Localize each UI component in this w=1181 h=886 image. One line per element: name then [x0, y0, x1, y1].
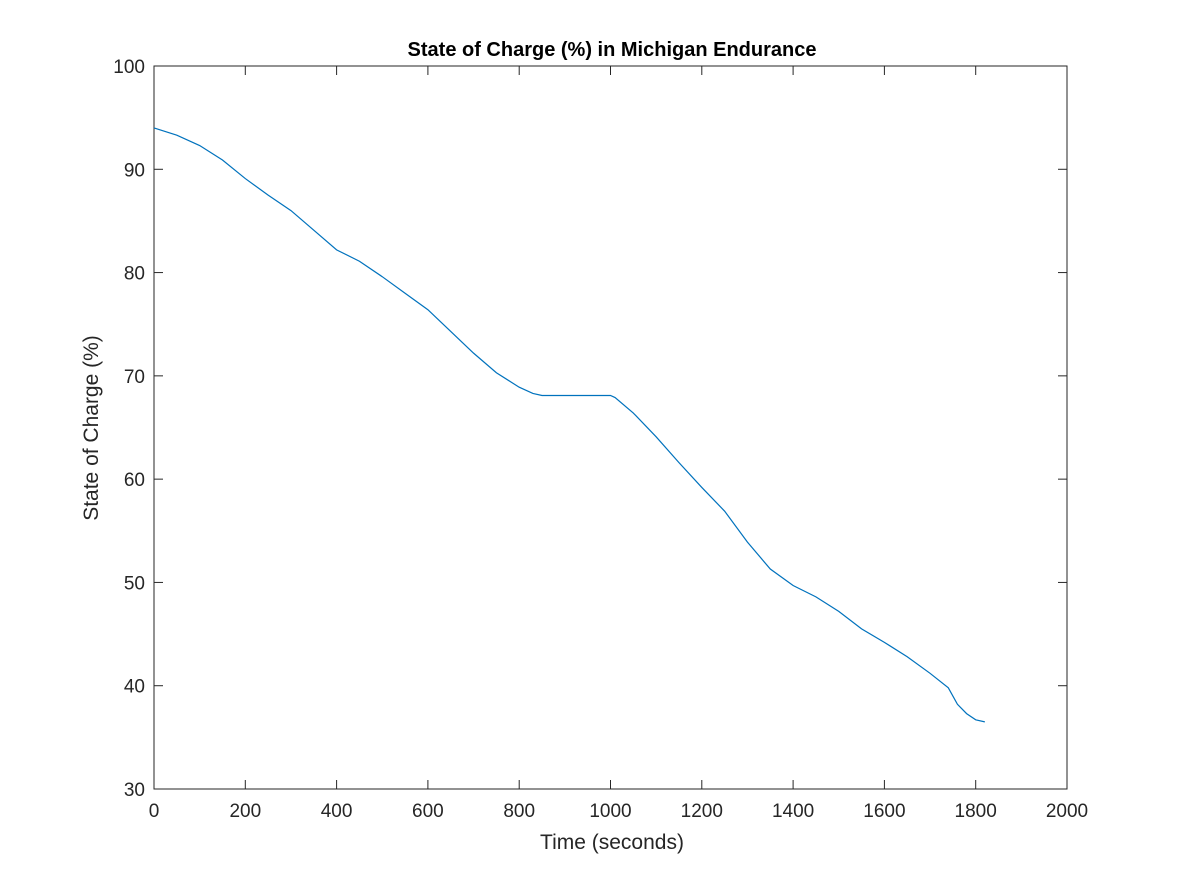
plot-area	[153, 65, 1068, 790]
soc-series-line	[153, 127, 985, 723]
x-tick-label: 0	[149, 801, 160, 822]
y-tick-label: 80	[124, 264, 145, 285]
y-axis-label: State of Charge (%)	[80, 335, 103, 521]
x-tick-label: 200	[229, 801, 261, 822]
x-tick-label: 1000	[589, 801, 631, 822]
y-tick-label: 30	[124, 780, 145, 801]
axes-box	[153, 65, 1068, 790]
y-tick-label: 60	[124, 470, 145, 491]
y-tick-label: 90	[124, 160, 145, 181]
x-tick-label: 600	[412, 801, 444, 822]
x-tick-label: 400	[321, 801, 353, 822]
y-tick-label: 50	[124, 573, 145, 594]
x-tick-label: 800	[503, 801, 535, 822]
x-tick-label: 2000	[1046, 801, 1088, 822]
y-tick-label: 70	[124, 367, 145, 388]
y-tick-label: 100	[113, 57, 145, 78]
chart-title: State of Charge (%) in Michigan Enduranc…	[408, 39, 817, 61]
x-axis-label: Time (seconds)	[540, 831, 684, 854]
y-axis: 30 40 50 60 70 80 90 100	[113, 57, 1067, 801]
x-tick-label: 1400	[772, 801, 814, 822]
x-tick-label: 1800	[955, 801, 997, 822]
x-axis: 0 200 400 600 800 1000 1200 1400 1600 1800 2000	[149, 66, 1088, 822]
y-tick-label: 40	[124, 677, 145, 698]
x-tick-label: 1200	[681, 801, 723, 822]
x-tick-label: 1600	[863, 801, 905, 822]
